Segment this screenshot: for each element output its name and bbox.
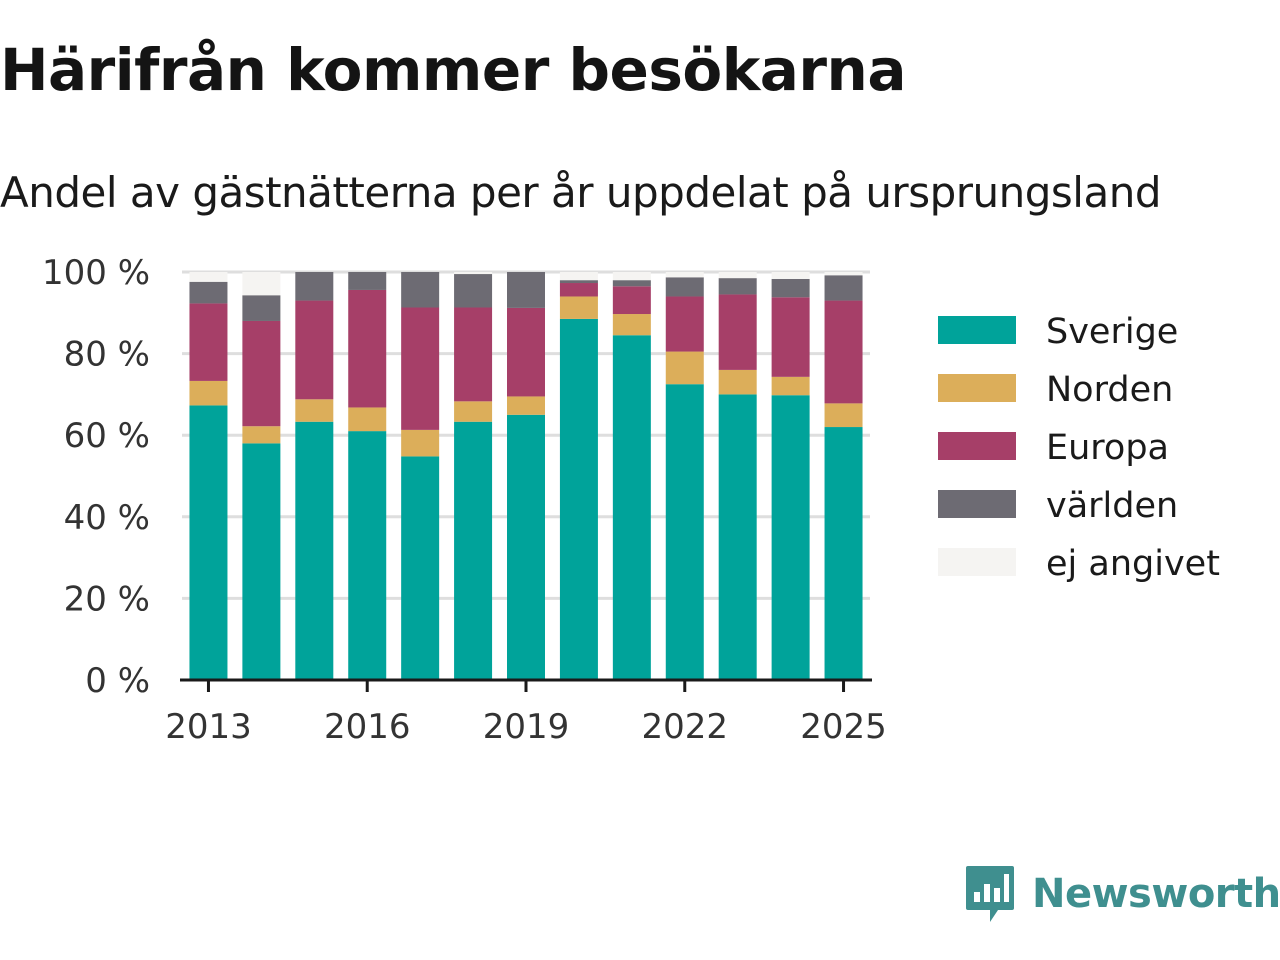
bar-segment-världen-2020	[559, 280, 598, 284]
bar-segment-ej-angivet-2018	[454, 272, 493, 275]
bar-segment-Europa-2019	[507, 307, 545, 397]
bar-segment-Sverige-2017	[401, 456, 440, 680]
bar-segment-ej-angivet-2024	[771, 272, 810, 279]
y-tick-label: 20 %	[64, 579, 150, 619]
y-tick-label: 80 %	[64, 335, 150, 375]
bar-segment-Europa-2024	[771, 297, 810, 377]
y-tick-label: 40 %	[64, 498, 150, 538]
bar-segment-Europa-2017	[401, 307, 440, 430]
bar-segment-Sverige-2013	[189, 405, 228, 680]
bar-segment-världen-2017	[401, 272, 440, 308]
bar-segment-Sverige-2021	[612, 335, 651, 680]
bar-segment-världen-2016	[348, 272, 387, 290]
bar-segment-Norden-2017	[401, 429, 440, 457]
bar-segment-ej-angivet-2025	[824, 272, 863, 276]
y-tick-label: 60 %	[64, 416, 150, 456]
x-tick-label: 2022	[642, 707, 729, 747]
legend-swatch	[938, 490, 1016, 518]
bar-segment-världen-2021	[612, 280, 651, 287]
bar-segment-Norden-2014	[242, 426, 281, 444]
bar-segment-Sverige-2025	[824, 427, 863, 680]
x-tick-label: 2013	[165, 707, 252, 747]
bar-segment-Europa-2025	[824, 300, 863, 404]
legend-swatch	[938, 432, 1016, 460]
bar-segment-världen-2023	[718, 278, 757, 295]
legend-label: Sverige	[1046, 312, 1178, 352]
y-axis-ticks: 0 % 20 % 40 % 60 % 80 % 100 %	[42, 253, 150, 701]
bar-segment-Sverige-2015	[295, 421, 334, 680]
bar-segment-Europa-2016	[348, 289, 387, 408]
bar-segment-världen-2014	[242, 295, 281, 321]
bar-segment-ej-angivet-2021	[612, 272, 651, 281]
bar-segment-världen-2018	[454, 274, 493, 308]
bar-segment-ej-angivet-2014	[242, 272, 281, 296]
bar-segment-Europa-2021	[612, 286, 651, 315]
bar-segment-Norden-2013	[189, 380, 228, 406]
bar-segment-Sverige-2016	[348, 431, 387, 680]
bar-segment-Europa-2018	[454, 307, 493, 402]
bar-segment-världen-2024	[771, 278, 810, 298]
bar-segment-Norden-2020	[559, 296, 598, 319]
bar-segment-Sverige-2024	[771, 395, 810, 680]
bar-segment-Norden-2023	[718, 369, 757, 395]
bar-segment-Europa-2022	[665, 296, 704, 352]
bar-segment-Europa-2020	[559, 283, 598, 297]
bar-segment-Sverige-2019	[507, 414, 545, 680]
legend-label: Europa	[1046, 428, 1169, 468]
y-tick-label: 100 %	[42, 253, 150, 293]
x-axis-ticks: 2013 2016 2019 2022 2025	[165, 680, 887, 747]
bar-segment-Sverige-2022	[665, 384, 704, 680]
bar-segment-Norden-2019	[507, 396, 545, 415]
bar-segment-Sverige-2020	[559, 318, 598, 680]
bar-segment-Sverige-2023	[718, 394, 757, 680]
bar-segment-Europa-2023	[718, 294, 757, 370]
bar-segment-världen-2022	[665, 277, 704, 297]
chart-subtitle: Andel av gästnätterna per år uppdelat på…	[0, 168, 1161, 217]
x-tick-label: 2025	[800, 707, 887, 747]
bar-segment-världen-2019	[507, 272, 545, 308]
bar-segment-Europa-2014	[242, 320, 281, 427]
legend-swatch	[938, 548, 1016, 576]
newsworthy-logo: Newsworthy	[964, 864, 1280, 924]
legend-swatch	[938, 316, 1016, 344]
chart-title: Härifrån kommer besökarna	[0, 36, 906, 104]
bar-segment-Sverige-2018	[454, 421, 493, 680]
bar-segment-Norden-2016	[348, 407, 387, 432]
legend-label: världen	[1046, 486, 1178, 526]
bar-segment-Europa-2015	[295, 300, 334, 400]
logo-text: Newsworthy	[1032, 871, 1280, 917]
bar-segment-Norden-2024	[771, 376, 810, 396]
bar-segment-ej-angivet-2022	[665, 272, 704, 278]
bar-segment-Norden-2025	[824, 403, 863, 428]
bar-segment-världen-2025	[824, 275, 863, 301]
legend-label: ej angivet	[1046, 544, 1220, 584]
x-tick-label: 2019	[483, 707, 570, 747]
bar-segment-Norden-2018	[454, 401, 493, 422]
legend-label: Norden	[1046, 370, 1173, 410]
bar-segment-världen-2013	[189, 281, 228, 304]
bar-segment-Norden-2021	[612, 314, 651, 336]
bar-segment-världen-2015	[295, 272, 334, 301]
y-tick-label: 0 %	[85, 661, 150, 701]
legend-swatch	[938, 374, 1016, 402]
bar-segment-ej-angivet-2023	[718, 272, 757, 279]
bar-segment-Europa-2013	[189, 303, 228, 381]
bar-segment-Sverige-2014	[242, 443, 281, 680]
bar-segment-ej-angivet-2013	[189, 272, 228, 282]
legend: Sverige Norden Europa världen ej angivet	[938, 312, 1220, 584]
x-tick-label: 2016	[324, 707, 411, 747]
bar-segment-Norden-2022	[665, 351, 704, 385]
bars	[189, 272, 863, 680]
bar-segment-Norden-2015	[295, 399, 334, 422]
bar-chart-speech-bubble-icon	[966, 866, 1014, 922]
bar-segment-ej-angivet-2020	[559, 272, 598, 281]
